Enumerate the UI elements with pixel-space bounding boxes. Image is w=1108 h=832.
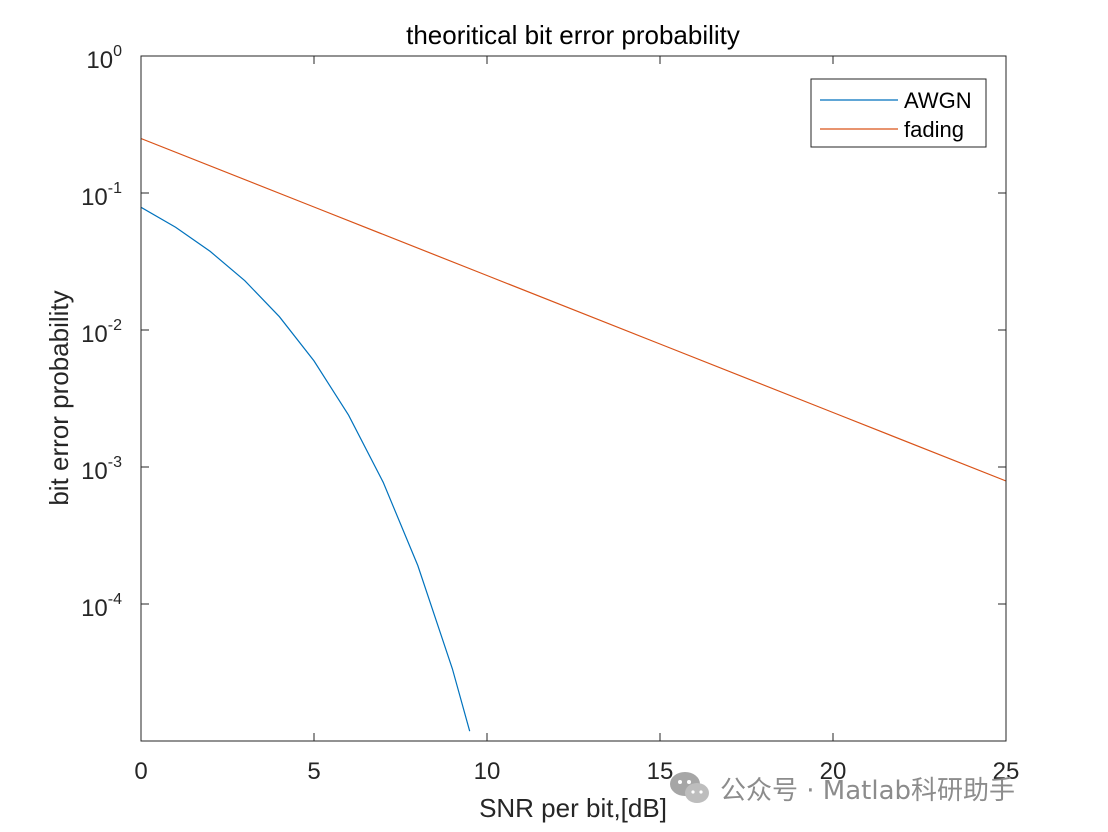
series-line-awgn	[141, 206, 471, 732]
y-tick-label: 10-1	[81, 180, 122, 211]
x-tick-label: 20	[820, 758, 847, 785]
watermark: 公众号 · Matlab科研助手	[668, 768, 1015, 808]
x-tick-labels: 0 5 10 15 20 25	[134, 758, 1019, 785]
y-tick-label: 100	[86, 43, 122, 74]
legend-label-awgn: AWGN	[904, 88, 972, 113]
ticks-layer	[140, 55, 1007, 741]
x-tick-label: 10	[474, 758, 501, 785]
x-tick-label: 5	[307, 758, 320, 785]
y-axis-label: bit error probability	[44, 290, 74, 505]
legend: AWGN fading	[810, 78, 987, 148]
x-axis-label: SNR per bit,[dB]	[479, 793, 667, 823]
watermark-text: 公众号 · Matlab科研助手	[720, 775, 1016, 806]
chart-title: theoritical bit error probability	[406, 20, 740, 50]
x-tick-label: 25	[993, 758, 1020, 785]
y-tick-label: 10-4	[81, 591, 122, 622]
wechat-icon	[670, 772, 709, 803]
y-tick-label: 10-2	[81, 317, 122, 348]
legend-label-fading: fading	[904, 117, 964, 142]
y-tick-label: 10-3	[81, 454, 122, 485]
series-line-fading	[141, 137, 1006, 482]
legend-box	[810, 78, 987, 148]
x-tick-label: 15	[647, 758, 674, 785]
y-tick-labels: 100 10-1 10-2 10-3 10-4	[81, 43, 122, 622]
x-tick-label: 0	[134, 758, 147, 785]
axes-box	[140, 55, 1007, 742]
plot-area	[141, 56, 1006, 741]
series-layer	[141, 137, 1006, 732]
